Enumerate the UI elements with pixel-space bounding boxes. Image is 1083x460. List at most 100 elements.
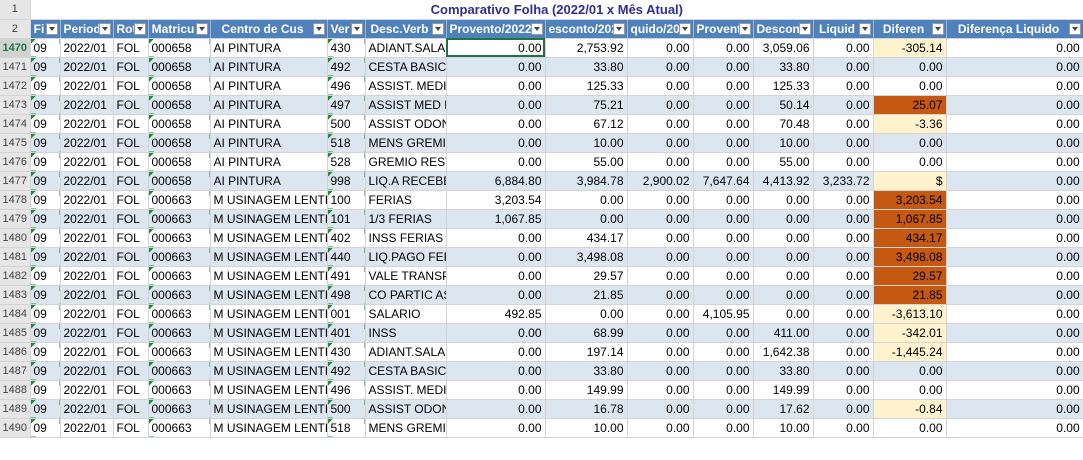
cell[interactable]: 3,984.78 [545,171,628,191]
cell[interactable]: 2022/01 [60,418,114,438]
cell[interactable]: 2022/01 [60,266,114,286]
cell[interactable]: 2022/01 [60,228,114,248]
cell[interactable]: 09 [30,171,61,191]
cell[interactable]: INSS [365,323,447,343]
cell[interactable]: 21.85 [545,285,628,305]
cell[interactable]: 0.00 [813,57,874,77]
cell[interactable]: 2022/01 [60,38,114,58]
cell[interactable]: 101 [327,209,366,229]
cell[interactable]: 0.00 [873,76,947,96]
cell[interactable]: 09 [30,133,61,153]
cell[interactable]: 0.00 [946,399,1083,419]
cell[interactable]: 2,900.02 [627,171,694,191]
cell[interactable]: 0.00 [627,342,694,362]
cell[interactable]: 3,498.08 [873,247,947,267]
column-header[interactable]: Descon [753,19,814,39]
cell[interactable]: 3,203.54 [873,190,947,210]
cell[interactable]: FOL [113,342,149,362]
cell[interactable]: 000663 [148,323,211,343]
cell[interactable]: 498 [327,285,366,305]
cell[interactable]: 0.00 [545,190,628,210]
cell[interactable]: 2022/01 [60,171,114,191]
cell[interactable]: FOL [113,114,149,134]
cell[interactable]: 0.00 [813,418,874,438]
cell[interactable]: FOL [113,57,149,77]
cell[interactable]: 0.00 [627,57,694,77]
column-header[interactable]: quido/20 [627,19,694,39]
cell[interactable]: 000663 [148,228,211,248]
cell[interactable]: 09 [30,342,61,362]
cell[interactable]: 000663 [148,247,211,267]
cell[interactable]: FOL [113,304,149,324]
cell[interactable]: 0.00 [813,76,874,96]
cell[interactable]: 0.00 [693,247,754,267]
cell[interactable]: 0.00 [753,266,814,286]
cell[interactable]: 0.00 [753,209,814,229]
cell[interactable]: 0.00 [753,228,814,248]
cell[interactable]: 0.00 [813,247,874,267]
cell[interactable]: 2022/01 [60,152,114,172]
cell[interactable]: ASSIST. MEDIC [365,380,447,400]
cell[interactable]: 0.00 [946,228,1083,248]
cell[interactable]: 2022/01 [60,399,114,419]
cell[interactable]: 09 [30,323,61,343]
cell[interactable]: VALE TRANSPO [365,266,447,286]
cell[interactable]: 09 [30,114,61,134]
cell[interactable]: 0.00 [627,323,694,343]
cell[interactable]: 17.62 [753,399,814,419]
cell[interactable]: 0.00 [946,57,1083,77]
cell[interactable]: AI PINTURA [210,114,328,134]
cell[interactable]: 000663 [148,209,211,229]
cell[interactable]: SALARIO [365,304,447,324]
cell[interactable]: 000658 [148,114,211,134]
column-header[interactable]: Period [60,19,114,39]
cell[interactable]: FOL [113,209,149,229]
cell[interactable]: 09 [30,380,61,400]
cell[interactable]: 09 [30,95,61,115]
cell[interactable]: 0.00 [753,285,814,305]
cell[interactable]: 0.00 [627,95,694,115]
column-header[interactable]: Provent [693,19,754,39]
cell[interactable]: 09 [30,247,61,267]
cell[interactable]: 25.07 [873,95,947,115]
cell[interactable]: 0.00 [693,266,754,286]
cell[interactable]: 0.00 [946,361,1083,381]
cell[interactable]: 33.80 [753,361,814,381]
cell[interactable]: 0.00 [946,285,1083,305]
cell[interactable]: M USINAGEM LENTES [210,285,328,305]
cell[interactable]: -3.36 [873,114,947,134]
cell[interactable]: 09 [30,38,61,58]
cell[interactable]: 0.00 [446,114,546,134]
cell[interactable]: 0.00 [813,95,874,115]
cell[interactable]: 2022/01 [60,114,114,134]
cell[interactable]: 0.00 [873,57,947,77]
cell[interactable]: 0.00 [873,133,947,153]
cell[interactable]: 0.00 [627,380,694,400]
cell[interactable]: 000663 [148,361,211,381]
cell[interactable]: 518 [327,133,366,153]
cell[interactable]: 2022/01 [60,209,114,229]
cell[interactable]: CO PARTIC ASS [365,285,447,305]
cell[interactable]: 2022/01 [60,190,114,210]
cell[interactable]: 434.17 [545,228,628,248]
cell[interactable]: 09 [30,190,61,210]
cell[interactable]: 1,642.38 [753,342,814,362]
cell[interactable]: 09 [30,418,61,438]
cell[interactable]: 2022/01 [60,323,114,343]
cell[interactable]: FOL [113,399,149,419]
cell[interactable]: AI PINTURA [210,95,328,115]
cell[interactable]: 0.00 [446,57,546,77]
cell[interactable]: 0.00 [627,418,694,438]
cell[interactable]: FOL [113,361,149,381]
cell[interactable]: 0.00 [946,266,1083,286]
cell[interactable]: 0.00 [753,190,814,210]
cell[interactable]: AI PINTURA [210,152,328,172]
cell[interactable]: AI PINTURA [210,57,328,77]
cell[interactable]: 0.00 [627,247,694,267]
cell[interactable]: 0.00 [946,133,1083,153]
cell[interactable]: 0.00 [946,152,1083,172]
cell[interactable]: 0.00 [627,152,694,172]
cell[interactable]: 401 [327,323,366,343]
cell[interactable]: 0.00 [873,152,947,172]
cell[interactable]: 500 [327,399,366,419]
